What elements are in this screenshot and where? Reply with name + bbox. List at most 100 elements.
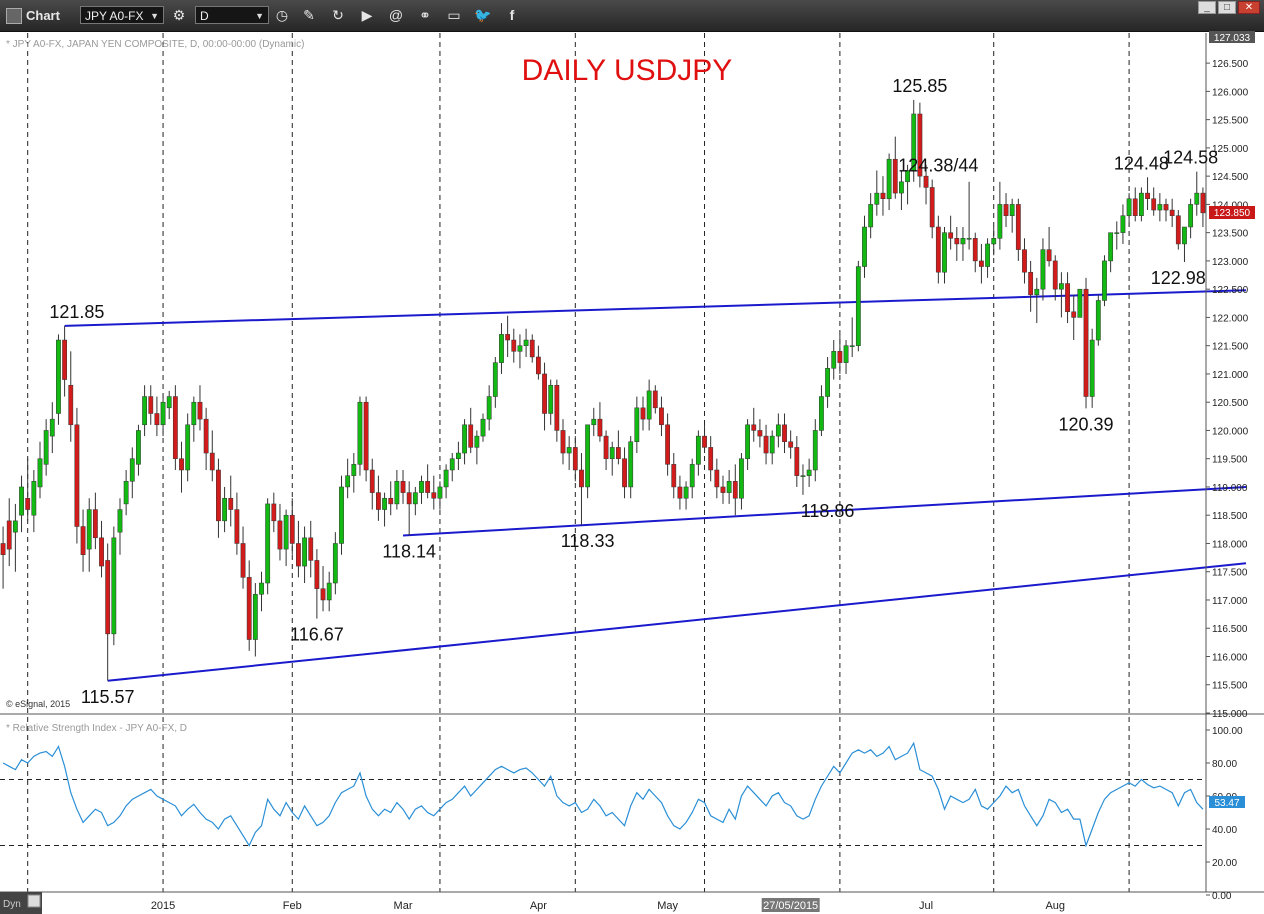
candle-up: [800, 475, 806, 477]
lower-channel-line: [107, 562, 1247, 682]
candle-up: [806, 469, 812, 476]
y-tick-label: 116.000: [1212, 652, 1248, 663]
x-tick-label: Jul: [919, 900, 933, 912]
play-icon[interactable]: ▶: [361, 7, 373, 23]
x-tick-label: Apr: [530, 900, 547, 912]
candle-down: [234, 509, 240, 544]
twitter-icon[interactable]: 🐦: [474, 7, 492, 23]
interval-selector[interactable]: D ▼: [195, 6, 269, 24]
price-annotation-label: 118.33: [561, 531, 615, 551]
candle-up: [566, 447, 572, 454]
candle-up: [843, 345, 849, 363]
price-annotation-label: 125.85: [892, 76, 947, 96]
candle-down: [62, 339, 68, 380]
candle-up: [166, 396, 172, 409]
candle-down: [154, 413, 160, 426]
candle-up: [646, 390, 652, 420]
settings-icon[interactable]: ⚙: [172, 7, 186, 23]
candle-down: [640, 407, 646, 420]
middle-channel-line: [402, 485, 1247, 537]
candle-up: [394, 481, 400, 505]
candle-up: [726, 481, 732, 493]
candle-down: [929, 187, 935, 228]
candle-up: [1114, 232, 1120, 234]
candle-down: [948, 232, 954, 239]
candle-down: [1151, 198, 1157, 211]
scroll-left-button[interactable]: [27, 894, 41, 908]
rsi-plot: [2, 741, 1204, 848]
link-icon[interactable]: ⚭: [419, 7, 431, 23]
chevron-down-icon: ▼: [150, 11, 159, 21]
candle-up: [283, 514, 289, 550]
candle-up: [412, 492, 418, 505]
y-tick-label: 116.500: [1212, 624, 1248, 635]
axis-tags: 127.033 123.850 53.47: [1209, 31, 1255, 809]
candle-up: [548, 384, 554, 414]
y-tick-label: 121.500: [1212, 342, 1249, 353]
pencil-icon[interactable]: ✎: [303, 7, 315, 23]
candle-down: [209, 452, 215, 471]
candle-down: [369, 469, 375, 493]
y-tick-label: 126.500: [1212, 59, 1249, 70]
candle-up: [517, 345, 523, 352]
candle-up: [56, 339, 61, 414]
candle-down: [197, 401, 203, 420]
restore-button[interactable]: □: [1218, 1, 1236, 14]
rsi-series-line: [2, 741, 1204, 848]
trendlines: [64, 289, 1247, 682]
rsi-tick-label: 100.00: [1212, 726, 1243, 737]
candle-up: [966, 238, 972, 240]
candle-up: [419, 481, 424, 493]
rsi-tick-label: 40.00: [1212, 825, 1237, 836]
candle-up: [1040, 249, 1046, 290]
price-annotation-label: 120.39: [1058, 414, 1113, 434]
x-tick-label: Feb: [283, 900, 302, 912]
symbol-selector[interactable]: JPY A0-FX ▼: [80, 6, 164, 24]
rsi-tick-label: 80.00: [1212, 759, 1237, 770]
candle-up: [474, 435, 480, 448]
price-annotation-label: 116.67: [290, 625, 344, 645]
y-tick-label: 120.000: [1212, 426, 1249, 437]
candle-up: [874, 192, 880, 205]
x-tick-label: Aug: [1045, 900, 1065, 912]
candle-up: [117, 509, 123, 533]
grid-lines: [0, 33, 1206, 892]
y-tick-label: 120.500: [1212, 398, 1249, 409]
rsi-value-tag: 53.47: [1214, 798, 1239, 809]
candle-down: [240, 543, 246, 578]
at-icon[interactable]: @: [388, 7, 404, 23]
candle-down: [677, 486, 683, 499]
candle-up: [769, 435, 775, 454]
candle-down: [406, 492, 412, 505]
candle-down: [1028, 271, 1034, 296]
candle-down: [80, 526, 86, 556]
candle-up: [302, 537, 307, 567]
close-button[interactable]: ✕: [1238, 1, 1260, 14]
candle-up: [252, 594, 258, 640]
candle-up: [819, 396, 824, 431]
refresh-icon[interactable]: ↻: [332, 7, 344, 23]
x-tick-label: 27/05/2015: [763, 900, 818, 912]
price-annotation-label: 118.14: [382, 542, 436, 562]
candle-up: [960, 238, 966, 245]
candle-down: [603, 435, 609, 459]
app-title: Chart: [26, 8, 60, 23]
candle-up: [382, 498, 387, 510]
candle-up: [37, 458, 43, 488]
dyn-label: Dyn: [3, 899, 21, 910]
clock-icon[interactable]: ◷: [275, 7, 289, 23]
comment-icon[interactable]: ▭: [447, 7, 461, 23]
candle-down: [0, 543, 6, 556]
candle-down: [400, 481, 406, 493]
candle-down: [892, 158, 898, 194]
facebook-icon[interactable]: f: [509, 7, 515, 23]
crosshair-date-box: [761, 898, 820, 912]
price-annotation-label: 118.86: [801, 501, 855, 521]
candle-up: [1120, 215, 1126, 233]
candle-up: [591, 418, 597, 426]
candle-up: [492, 362, 498, 397]
window-titlebar: Chart JPY A0-FX ▼ ⚙ D ▼ ◷ ✎ ↻ ▶ @ ⚭ ▭ 🐦 …: [0, 0, 1264, 32]
minimize-button[interactable]: _: [1198, 1, 1216, 14]
candle-down: [505, 334, 511, 341]
candle-up: [86, 509, 92, 550]
